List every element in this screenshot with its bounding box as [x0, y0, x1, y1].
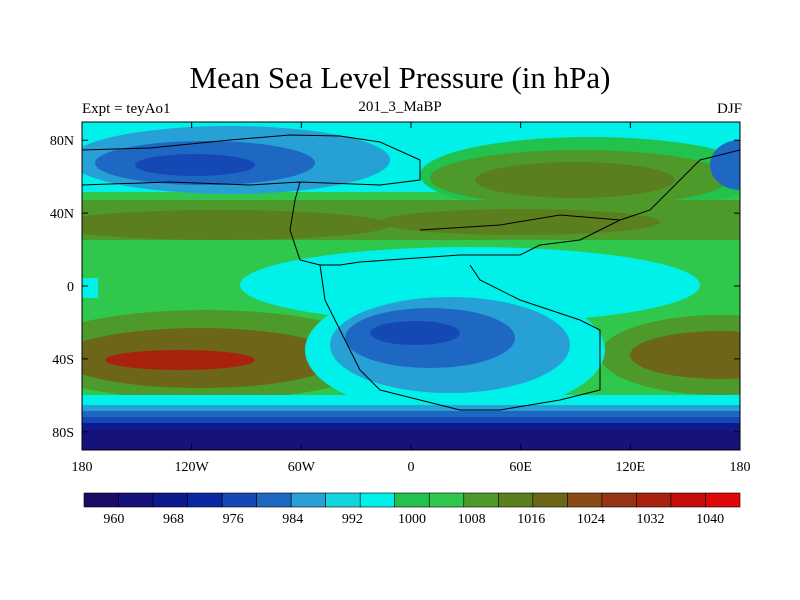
colorbar-swatch: [428, 492, 465, 508]
x-tick-label: 180: [72, 460, 93, 475]
colorbar-swatch: [152, 492, 188, 508]
colorbar-swatch: [256, 492, 292, 508]
colorbar-swatch: [325, 492, 361, 508]
period-label: 201_3_MaBP: [358, 99, 442, 115]
pressure-field: [82, 122, 740, 450]
y-tick-label: 0: [67, 280, 74, 295]
colorbar-label: 1000: [398, 512, 426, 527]
colorbar-swatch: [394, 492, 430, 508]
colorbar-swatch: [636, 492, 672, 508]
x-tick-label: 120W: [175, 460, 210, 475]
x-tick-label: 60W: [288, 460, 316, 475]
colorbar-label: 1016: [517, 512, 545, 527]
axis-ticks: 180 120W 60W 0 60E 120E 180 80N 40N 0 40S 80S: [50, 122, 751, 475]
x-tick-label: 60E: [509, 460, 532, 475]
coastline: [82, 134, 740, 411]
colorbar-swatch: [290, 492, 326, 508]
colorbar-swatch: [601, 492, 637, 508]
y-tick-label: 80S: [52, 426, 74, 441]
colorbar-swatch: [187, 492, 223, 508]
colorbar-swatch: [705, 492, 741, 508]
colorbar-label: 1024: [577, 512, 605, 527]
colorbar-label: 1032: [637, 512, 665, 527]
colorbar-swatch: [359, 492, 396, 508]
colorbar-swatch: [221, 492, 257, 508]
colorbar-label: 1040: [696, 512, 724, 527]
colorbar: 960 968 976 984 992 1000 1008 1016 1024 1032 1040: [83, 492, 741, 527]
colorbar-label: 976: [223, 512, 244, 527]
colorbar-label: 984: [282, 512, 303, 527]
y-tick-label: 40N: [50, 207, 74, 222]
colorbar-swatch: [83, 492, 119, 508]
y-tick-label: 40S: [52, 353, 74, 368]
y-tick-label: 80N: [50, 134, 74, 149]
experiment-label: Expt = teyAo1: [82, 101, 171, 117]
x-tick-label: 0: [408, 460, 415, 475]
colorbar-label: 1008: [458, 512, 486, 527]
colorbar-label: 992: [342, 512, 363, 527]
colorbar-swatch: [463, 492, 499, 508]
colorbar-swatch: [118, 492, 154, 508]
season-label: DJF: [716, 101, 742, 117]
x-tick-label: 120E: [616, 460, 646, 475]
plot-title: Mean Sea Level Pressure (in hPa): [189, 60, 611, 95]
colorbar-swatch: [498, 492, 534, 508]
colorbar-swatch: [532, 492, 568, 508]
colorbar-label: 960: [103, 512, 124, 527]
colorbar-swatch: [567, 492, 603, 508]
colorbar-swatch: [670, 492, 706, 508]
x-tick-label: 180: [730, 460, 751, 475]
colorbar-label: 968: [163, 512, 184, 527]
